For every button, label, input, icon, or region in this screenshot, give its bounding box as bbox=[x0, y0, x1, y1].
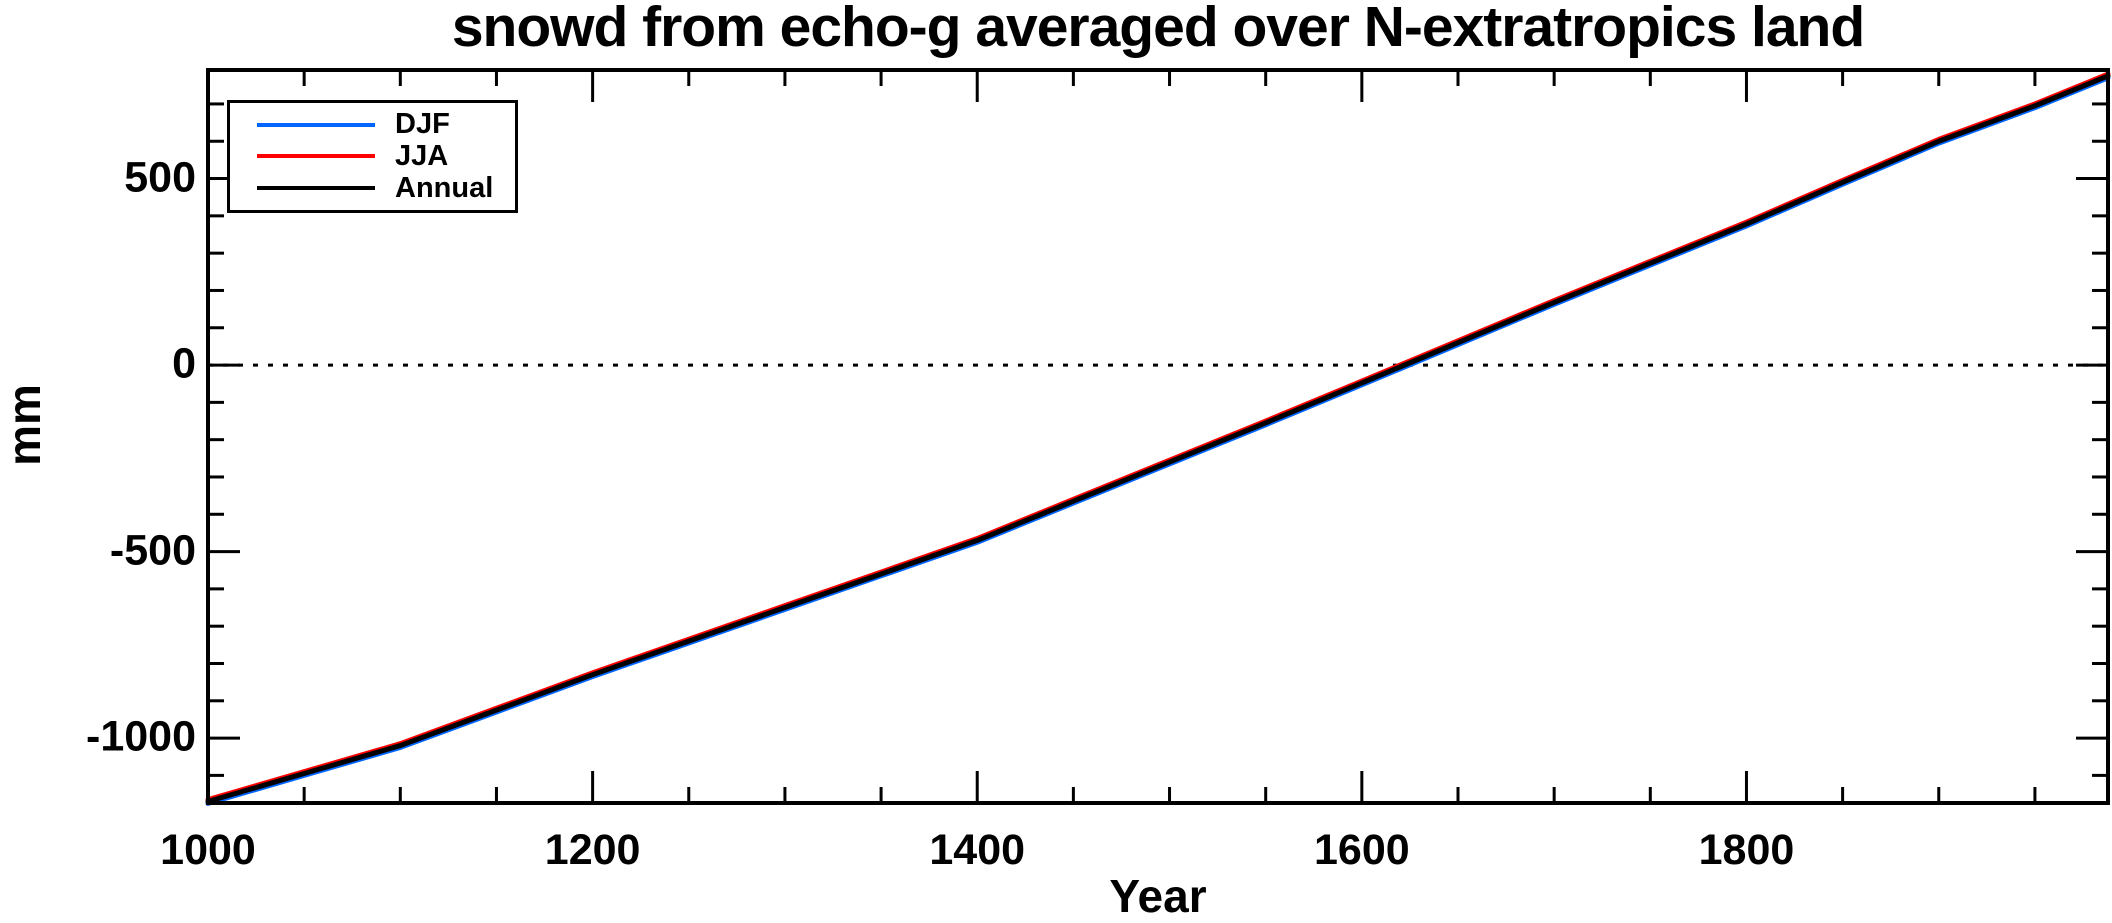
legend-item-jja: JJA bbox=[257, 141, 515, 172]
y-tick-label-0: 0 bbox=[172, 339, 196, 388]
x-tick-label-1600: 1600 bbox=[1314, 826, 1410, 874]
legend-label-djf: DJF bbox=[395, 108, 450, 141]
legend-label-annual: Annual bbox=[395, 171, 494, 204]
legend-item-annual: Annual bbox=[257, 173, 515, 204]
axis-frame bbox=[206, 68, 2110, 805]
x-tick-label-1800: 1800 bbox=[1698, 826, 1795, 874]
y-tick-label--500: -500 bbox=[109, 526, 196, 575]
legend-item-djf: DJF bbox=[257, 109, 515, 140]
chart-title: snowd from echo-g averaged over N-extrat… bbox=[451, 0, 1865, 59]
jja-line-swatch bbox=[257, 154, 375, 159]
y-axis-title: mm bbox=[0, 384, 50, 466]
x-tick-label-1200: 1200 bbox=[544, 826, 641, 874]
x-tick-label-1400: 1400 bbox=[929, 826, 1026, 874]
y-tick-label--1000: -1000 bbox=[86, 712, 196, 761]
legend-box: DJF JJA Annual bbox=[227, 100, 518, 213]
x-tick-label-1000: 1000 bbox=[160, 826, 256, 874]
series-line-annual bbox=[205, 73, 2111, 805]
annual-line-swatch bbox=[257, 186, 375, 191]
x-axis-title: Year bbox=[1109, 870, 1207, 922]
djf-line-swatch bbox=[257, 122, 375, 127]
legend-label-jja: JJA bbox=[395, 139, 449, 172]
y-tick-label-500: 500 bbox=[124, 153, 196, 202]
